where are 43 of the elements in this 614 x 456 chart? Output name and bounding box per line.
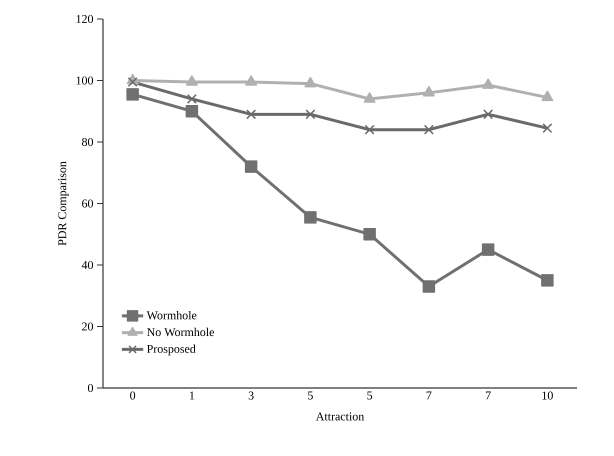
point [186, 94, 197, 104]
legend-label: Prosposed [146, 344, 196, 356]
y-tick-label: 100 [76, 76, 94, 85]
point [541, 274, 554, 287]
y-tick-label: 80 [82, 138, 94, 146]
point [483, 109, 494, 120]
y-tick-label: 20 [82, 322, 94, 331]
point [422, 86, 435, 97]
y-tick-label: 40 [82, 260, 94, 270]
point [186, 104, 198, 118]
x-tick-label: 5 [367, 392, 372, 400]
point [245, 75, 258, 86]
point [542, 123, 552, 134]
y-axis-title: PDR Comparison [58, 161, 69, 246]
y-tick-label: 60 [82, 199, 94, 208]
point [482, 243, 494, 256]
legend-label: No Wormhole [146, 328, 214, 336]
point [304, 211, 317, 224]
y-tick-label: 0 [88, 384, 94, 392]
y-tick-label: 120 [76, 14, 94, 24]
point [244, 160, 258, 173]
x-tick-label: 7 [426, 392, 432, 400]
point [126, 88, 139, 101]
point [424, 124, 434, 135]
point [305, 109, 316, 120]
point [363, 228, 376, 240]
point [364, 124, 375, 135]
point [128, 77, 138, 88]
x-axis-title: Attraction [316, 412, 364, 420]
x-tick-label: 0 [130, 392, 136, 400]
x-tick-label: 5 [308, 392, 313, 400]
x-tick-label: 1 [190, 392, 194, 400]
x-tick-label: 10 [542, 392, 553, 400]
x-tick-label: 7 [486, 392, 491, 400]
point [304, 76, 316, 88]
point [422, 280, 436, 293]
point [541, 90, 554, 102]
point [364, 92, 376, 103]
legend-label: Wormhole [146, 310, 196, 320]
point [482, 78, 494, 89]
point [186, 75, 198, 86]
point [246, 109, 256, 120]
x-tick-label: 3 [248, 392, 254, 400]
